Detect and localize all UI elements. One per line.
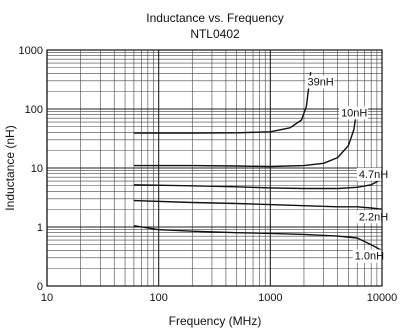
series-label-bg-3: [356, 210, 392, 224]
series-line-3: [133, 199, 383, 210]
y-tick-label: 100: [25, 104, 43, 116]
series-label-bg-0: [305, 75, 335, 89]
series-label-4: 1.0nH: [355, 251, 384, 263]
series-label-bg-2: [356, 167, 392, 181]
chart-title: Inductance vs. Frequency: [146, 11, 283, 25]
x-tick-labels: 10 100 1000 10000: [41, 292, 397, 304]
y-tick-label: 1: [37, 222, 43, 234]
y-tick-label: 1000: [19, 45, 43, 57]
series-label-bg-1: [339, 106, 368, 120]
series-line-2: [133, 178, 383, 190]
x-tick-label: 10000: [367, 292, 398, 304]
y-axis-label: Inductance (nH): [3, 125, 17, 210]
x-axis-label: Frequency (MHz): [169, 314, 262, 328]
series-line-1: [133, 106, 358, 168]
x-tick-label: 10: [41, 292, 53, 304]
series-line-0: [133, 72, 312, 134]
y-tick-labels: 0 1 10 100 1000: [19, 45, 43, 293]
plot-frame: [46, 49, 383, 287]
series-label-bg-4: [352, 249, 388, 263]
y-tick-label: 10: [31, 163, 43, 175]
series-label-0: 39nH: [307, 77, 333, 89]
series-label-1: 10nH: [341, 107, 367, 119]
chart-subtitle: NTL0402: [190, 27, 240, 41]
series-label-2: 4.7nH: [359, 169, 388, 181]
y-tick-label: 0: [37, 281, 43, 293]
x-tick-label: 100: [149, 292, 167, 304]
series-lines: [133, 72, 383, 252]
series-labels: 39nH 10nH 4.7nH 2.2nH 1.0nH: [305, 75, 392, 263]
series-label-3: 2.2nH: [359, 211, 388, 223]
x-tick-label: 1000: [258, 292, 282, 304]
series-line-4: [133, 225, 383, 252]
